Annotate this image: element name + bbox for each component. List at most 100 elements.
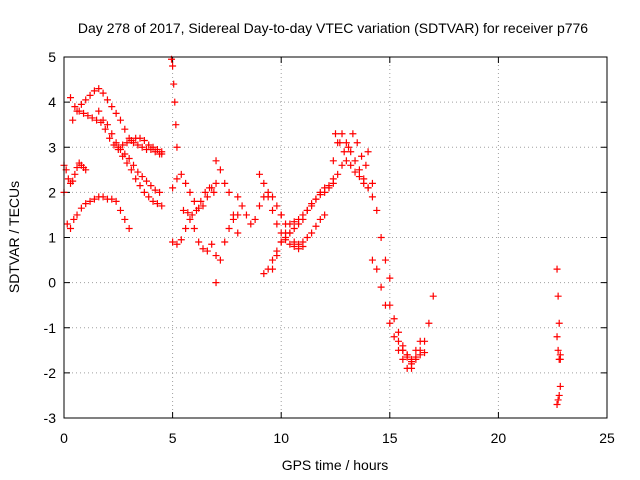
- data-point: [351, 157, 359, 165]
- data-point: [316, 215, 324, 223]
- data-point: [177, 170, 185, 178]
- data-point: [170, 80, 178, 88]
- data-point: [190, 197, 198, 205]
- y-tick-label: 3: [48, 139, 56, 155]
- data-point: [171, 98, 179, 106]
- data-point: [147, 182, 155, 190]
- data-point: [269, 256, 277, 264]
- data-point: [64, 175, 72, 183]
- data-point: [216, 256, 224, 264]
- data-point: [255, 202, 263, 210]
- x-tick-label: 25: [599, 430, 615, 446]
- data-point: [412, 355, 420, 363]
- data-point: [316, 191, 324, 199]
- data-point: [216, 166, 224, 174]
- data-point: [70, 215, 78, 223]
- data-point: [173, 175, 181, 183]
- data-point: [132, 175, 140, 183]
- data-point: [364, 148, 372, 156]
- series-arc-6: [114, 134, 166, 156]
- data-point: [321, 211, 329, 219]
- series-arc-16: [269, 175, 337, 273]
- data-point: [260, 270, 268, 278]
- data-point: [179, 206, 187, 214]
- x-tick-label: 10: [273, 430, 289, 446]
- data-point: [77, 100, 85, 108]
- data-point: [134, 141, 142, 149]
- data-point: [377, 234, 385, 241]
- data-point: [199, 202, 207, 210]
- data-point: [77, 204, 85, 212]
- data-point: [321, 188, 329, 196]
- data-point: [264, 193, 272, 201]
- data-point: [295, 215, 303, 223]
- series-arc-10: [179, 184, 218, 219]
- data-point: [156, 188, 164, 196]
- series-arc-20: [332, 130, 370, 169]
- data-point: [340, 148, 348, 156]
- data-point: [116, 206, 124, 214]
- data-point: [399, 346, 407, 354]
- data-point: [312, 222, 320, 230]
- data-point: [71, 170, 79, 178]
- data-point: [212, 179, 220, 187]
- data-point: [286, 240, 294, 248]
- axis-ticks: [63, 56, 608, 419]
- data-point: [303, 206, 311, 214]
- data-point: [403, 351, 411, 359]
- y-tick-label: 2: [48, 184, 56, 200]
- data-point: [169, 238, 177, 246]
- series-arc-5: [95, 107, 164, 196]
- data-point: [277, 238, 285, 246]
- data-point: [149, 197, 157, 205]
- data-point: [347, 148, 355, 156]
- data-point: [553, 265, 561, 273]
- y-tick-label: 5: [48, 49, 56, 65]
- data-point: [169, 184, 177, 192]
- data-point: [212, 279, 220, 287]
- x-tick-labels: 0 5 10 15 20 25: [60, 430, 615, 446]
- data-point: [368, 256, 376, 264]
- data-point: [336, 139, 344, 147]
- series-arc-2: [60, 159, 90, 187]
- data-point: [221, 238, 229, 246]
- data-point: [273, 220, 281, 228]
- data-point: [95, 107, 103, 115]
- data-point: [190, 224, 198, 232]
- data-point: [394, 328, 402, 336]
- data-point: [88, 114, 96, 122]
- data-point: [412, 346, 420, 354]
- series-arc-8: [169, 170, 220, 212]
- data-point: [325, 184, 333, 192]
- series-arc-17: [277, 211, 329, 248]
- data-point: [138, 173, 146, 181]
- plot-frame: [63, 56, 608, 419]
- data-point: [186, 188, 194, 196]
- data-point: [140, 188, 148, 196]
- data-point: [123, 159, 131, 167]
- data-point: [308, 200, 316, 208]
- data-point: [86, 197, 94, 205]
- data-point: [425, 319, 433, 327]
- data-point: [399, 355, 407, 363]
- data-point: [121, 150, 129, 158]
- x-tick-label: 0: [60, 430, 68, 446]
- data-points: [60, 55, 564, 408]
- data-point: [362, 161, 370, 169]
- data-point: [136, 134, 144, 142]
- data-point: [158, 202, 166, 210]
- data-point: [116, 116, 124, 124]
- data-point: [358, 152, 366, 160]
- series-arc-28: [553, 382, 564, 408]
- data-point: [169, 62, 177, 70]
- data-point: [73, 164, 81, 172]
- data-point: [63, 220, 71, 228]
- data-point: [184, 209, 192, 217]
- data-point: [210, 188, 218, 196]
- data-point: [553, 333, 561, 341]
- data-point: [277, 211, 285, 219]
- data-point: [386, 301, 394, 309]
- data-point: [112, 197, 120, 205]
- data-point: [201, 188, 209, 196]
